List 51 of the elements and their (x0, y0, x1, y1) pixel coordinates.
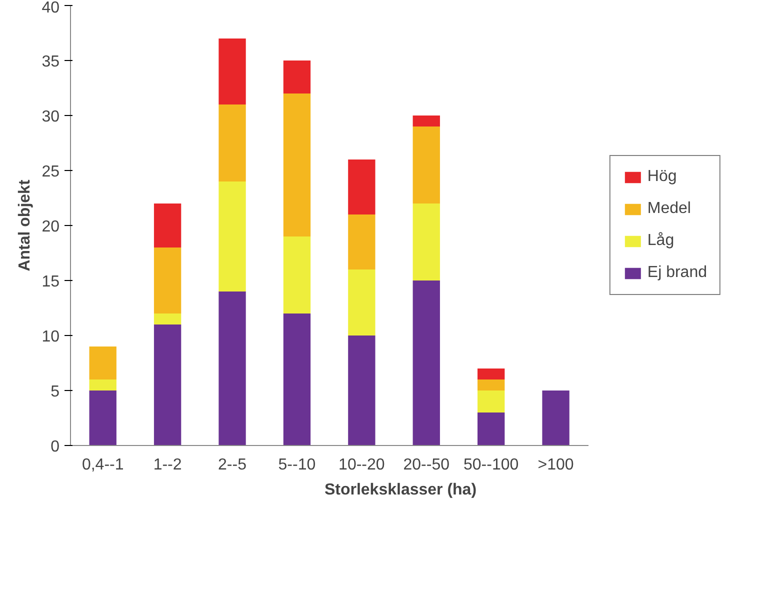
bar (89, 390, 116, 446)
bar (283, 94, 311, 236)
x-tick-label: 10--20 (338, 456, 385, 474)
bar (478, 390, 505, 412)
bar (348, 214, 376, 270)
bar (478, 412, 505, 446)
bar (348, 336, 376, 446)
bar (412, 204, 440, 280)
bar (542, 390, 570, 446)
legend-label: Låg (647, 232, 674, 250)
y-axis-title: Antal objekt (16, 179, 34, 272)
x-tick-label: 2--5 (218, 456, 247, 474)
bar (412, 126, 440, 204)
y-tick-label: 25 (42, 164, 60, 180)
bar (154, 324, 182, 446)
bar (478, 368, 505, 380)
bar (478, 380, 505, 390)
bar (218, 182, 246, 292)
bar (412, 280, 440, 446)
bar (154, 248, 182, 314)
bar (154, 204, 182, 248)
legend-label: Medel (647, 200, 691, 218)
bar (283, 236, 311, 314)
bar (348, 270, 376, 336)
bar (89, 380, 116, 390)
bar (218, 38, 246, 104)
x-tick-label: 50--100 (464, 456, 519, 474)
x-tick-label: 1--2 (153, 456, 182, 474)
y-tick-label: 10 (42, 328, 60, 346)
x-axis-title: Storleksklasser (ha) (324, 482, 477, 498)
bar (89, 346, 116, 380)
x-tick-label: 5--10 (278, 456, 316, 474)
y-tick-label: 35 (42, 54, 60, 70)
bar (412, 116, 440, 126)
bar (283, 60, 311, 94)
legend-label: Ej brand (647, 264, 707, 282)
y-tick-label: 30 (42, 108, 60, 126)
y-tick-label: 20 (42, 218, 60, 236)
x-tick-label: 0,4--1 (82, 456, 124, 474)
bar (154, 314, 182, 324)
bar (348, 160, 376, 214)
x-tick-label: 20--50 (403, 456, 450, 474)
x-tick-label: >100 (538, 456, 574, 474)
legend-label: Hög (647, 168, 677, 186)
y-tick-label: 40 (42, 0, 60, 16)
bar (218, 292, 246, 446)
y-tick-label: 0 (50, 438, 60, 456)
bar (283, 314, 311, 446)
y-tick-label: 5 (50, 384, 60, 400)
bar (218, 104, 246, 182)
y-tick-label: 15 (42, 274, 60, 290)
